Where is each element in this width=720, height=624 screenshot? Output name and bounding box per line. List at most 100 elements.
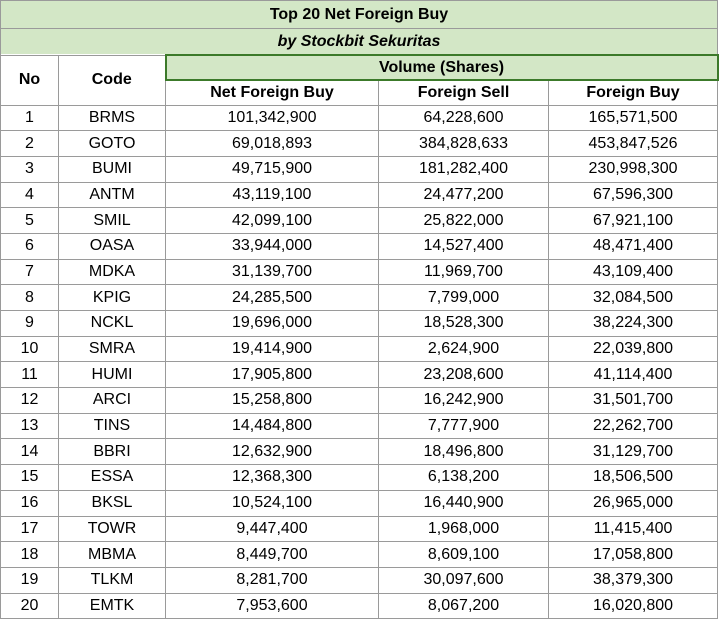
table-cell: 7,799,000 [378, 284, 549, 311]
table-row: 4 ANTM 43,119,100 24,477,200 67,596,300 [0, 181, 719, 209]
table-cell: 7,777,900 [378, 412, 549, 440]
table-row: 12 ARCI 15,258,800 16,242,900 31,501,700 [0, 387, 719, 414]
table-cell: 11,969,700 [378, 258, 549, 286]
table-title: Top 20 Net Foreign Buy [0, 0, 719, 29]
table-cell: 17,905,800 [165, 361, 379, 389]
table-cell: 14 [0, 438, 59, 466]
table-cell: 16 [0, 489, 59, 517]
table-cell: BKSL [58, 489, 166, 517]
table-row: 16 BKSL 10,524,100 16,440,900 26,965,000 [0, 489, 719, 517]
table-cell: 20 [0, 592, 59, 620]
table-cell: BUMI [58, 155, 166, 183]
table-cell: ANTM [58, 181, 166, 209]
table-cell: 16,020,800 [547, 592, 719, 620]
table-cell: 8,449,700 [165, 541, 379, 568]
table-cell: 10,524,100 [165, 489, 379, 517]
table-cell: 23,208,600 [378, 361, 549, 389]
table-cell: 5 [0, 207, 59, 234]
table-cell: 4 [0, 181, 59, 209]
table-cell: 14,484,800 [165, 412, 379, 440]
table-row: 7 MDKA 31,139,700 11,969,700 43,109,400 [0, 258, 719, 286]
table-cell: TINS [58, 412, 166, 440]
table-cell: 26,965,000 [547, 489, 719, 517]
table-cell: 17 [0, 515, 59, 543]
table-cell: 8,609,100 [378, 541, 549, 568]
table-cell: TLKM [58, 566, 166, 594]
table-cell: 49,715,900 [165, 155, 379, 183]
table-cell: 43,119,100 [165, 181, 379, 209]
table-cell: 64,228,600 [378, 104, 549, 132]
table-cell: 31,501,700 [547, 387, 719, 414]
table-row: 13 TINS 14,484,800 7,777,900 22,262,700 [0, 412, 719, 440]
table-cell: 18,496,800 [378, 438, 549, 466]
table-cell: 22,262,700 [547, 412, 719, 440]
table-subtitle: by Stockbit Sekuritas [0, 28, 719, 56]
table-cell: 1 [0, 104, 59, 132]
table-cell: 11,415,400 [547, 515, 719, 543]
table-cell: 25,822,000 [378, 207, 549, 234]
table-row: 15 ESSA 12,368,300 6,138,200 18,506,500 [0, 464, 719, 491]
table-cell: 3 [0, 155, 59, 183]
table-row: 11 HUMI 17,905,800 23,208,600 41,114,400 [0, 361, 719, 389]
table-cell: 10 [0, 335, 59, 363]
table-cell: 1,968,000 [378, 515, 549, 543]
table-cell: SMIL [58, 207, 166, 234]
table-cell: 24,285,500 [165, 284, 379, 311]
table-cell: 8,281,700 [165, 566, 379, 594]
column-header: Code [58, 54, 166, 106]
table-body: 1 BRMS 101,342,900 64,228,600 165,571,500 2 GO… [0, 104, 719, 620]
table-cell: MBMA [58, 541, 166, 568]
table-cell: EMTK [58, 592, 166, 620]
table-cell: 32,084,500 [547, 284, 719, 311]
table-cell: 42,099,100 [165, 207, 379, 234]
table-row: 20 EMTK 7,953,600 8,067,200 16,020,800 [0, 592, 719, 620]
table-cell: KPIG [58, 284, 166, 311]
table-cell: 7,953,600 [165, 592, 379, 620]
table-row: 17 TOWR 9,447,400 1,968,000 11,415,400 [0, 515, 719, 543]
table-cell: 453,847,526 [547, 130, 719, 157]
table-cell: 165,571,500 [547, 104, 719, 132]
group-header: Volume (Shares) [164, 54, 719, 81]
table-cell: 19,414,900 [165, 335, 379, 363]
table-cell: 41,114,400 [547, 361, 719, 389]
table-cell: 18,506,500 [547, 464, 719, 491]
table-row: 18 MBMA 8,449,700 8,609,100 17,058,800 [0, 541, 719, 568]
table-cell: 43,109,400 [547, 258, 719, 286]
column-header: No [0, 54, 59, 106]
table-cell: 15 [0, 464, 59, 491]
table-cell: 101,342,900 [165, 104, 379, 132]
table-row: 8 KPIG 24,285,500 7,799,000 32,084,500 [0, 284, 719, 311]
table-cell: HUMI [58, 361, 166, 389]
table-cell: 16,242,900 [378, 387, 549, 414]
table-cell: 12,632,900 [165, 438, 379, 466]
table-cell: ARCI [58, 387, 166, 414]
table-cell: 8,067,200 [378, 592, 549, 620]
table-cell: 15,258,800 [165, 387, 379, 414]
table-cell: 31,129,700 [547, 438, 719, 466]
table-row: 1 BRMS 101,342,900 64,228,600 165,571,500 [0, 104, 719, 132]
table-cell: 17,058,800 [547, 541, 719, 568]
table-cell: 38,379,300 [547, 566, 719, 594]
table-cell: 8 [0, 284, 59, 311]
table-cell: 9 [0, 310, 59, 337]
table-cell: SMRA [58, 335, 166, 363]
column-header: Foreign Sell [378, 79, 549, 106]
table-cell: 18 [0, 541, 59, 568]
table-row: 14 BBRI 12,632,900 18,496,800 31,129,700 [0, 438, 719, 466]
table-row: 3 BUMI 49,715,900 181,282,400 230,998,300 [0, 155, 719, 183]
table-cell: 11 [0, 361, 59, 389]
table-cell: 9,447,400 [165, 515, 379, 543]
table-cell: NCKL [58, 310, 166, 337]
table-cell: 19,696,000 [165, 310, 379, 337]
table-cell: 6 [0, 232, 59, 260]
table-cell: GOTO [58, 130, 166, 157]
table-cell: 14,527,400 [378, 232, 549, 260]
table-cell: MDKA [58, 258, 166, 286]
table-cell: 19 [0, 566, 59, 594]
table-cell: 16,440,900 [378, 489, 549, 517]
table-cell: OASA [58, 232, 166, 260]
table-cell: BBRI [58, 438, 166, 466]
table-cell: 30,097,600 [378, 566, 549, 594]
